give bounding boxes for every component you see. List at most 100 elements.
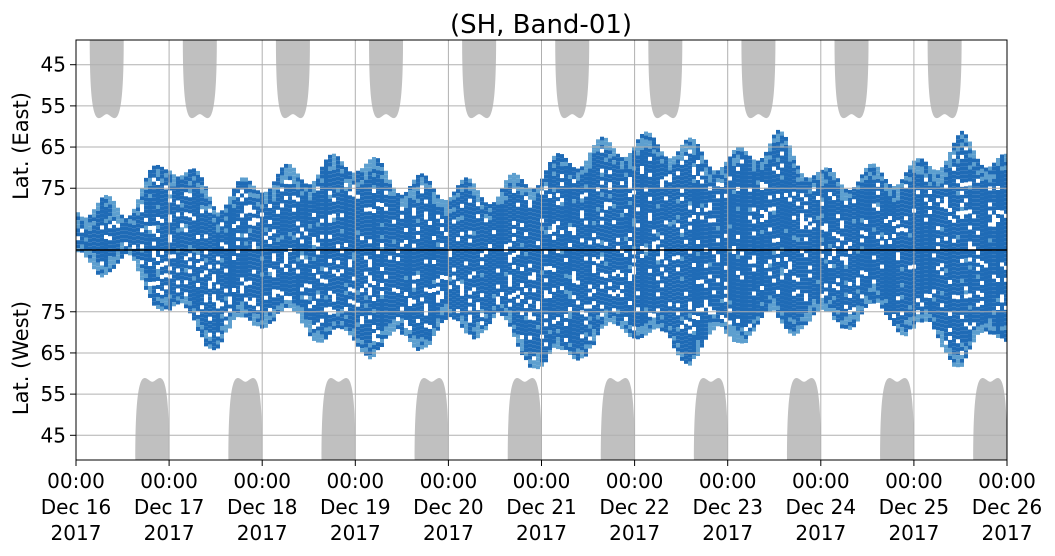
echo-cell (408, 234, 412, 239)
echo-cell (416, 334, 420, 339)
echo-cell (428, 208, 432, 213)
echo-cell (528, 271, 532, 276)
echo-cell (356, 322, 360, 327)
echo-cell (292, 259, 296, 264)
echo-cell (644, 319, 648, 324)
echo-cell (200, 225, 204, 230)
echo-cell (456, 189, 460, 194)
echo-cell (320, 250, 324, 255)
echo-cell (556, 157, 560, 162)
echo-cell (596, 299, 600, 304)
echo-cell (628, 205, 632, 210)
echo-cell (436, 250, 440, 255)
echo-cell (352, 256, 356, 261)
echo-cell (104, 258, 108, 263)
echo-cell (104, 242, 108, 247)
echo-cell (256, 282, 260, 287)
echo-cell (456, 221, 460, 226)
echo-cell (652, 177, 656, 182)
echo-cell (476, 250, 480, 255)
echo-cell (516, 318, 520, 323)
echo-cell (620, 281, 624, 286)
echo-cell (400, 270, 404, 275)
echo-cell (392, 275, 396, 280)
echo-cell (600, 140, 604, 145)
echo-cell (524, 252, 528, 257)
echo-cell (460, 179, 464, 184)
echo-cell (464, 317, 468, 322)
echo-cell (456, 197, 460, 202)
echo-cell (528, 207, 532, 212)
echo-cell (408, 306, 412, 311)
echo-cell (232, 280, 236, 285)
echo-cell (508, 310, 512, 315)
echo-cell (476, 230, 480, 235)
echo-cell (504, 184, 508, 189)
echo-cell (516, 198, 520, 203)
echo-cell (432, 240, 436, 245)
echo-cell (380, 335, 384, 340)
echo-cell (564, 169, 568, 174)
echo-cell (92, 265, 96, 270)
echo-cell (672, 224, 676, 229)
echo-cell (132, 252, 136, 257)
echo-cell (472, 315, 476, 320)
echo-cell (548, 282, 552, 287)
echo-cell (532, 332, 536, 337)
echo-cell (252, 185, 256, 190)
echo-cell (484, 230, 488, 235)
echo-cell (412, 227, 416, 232)
echo-cell (304, 307, 308, 312)
echo-cell (468, 202, 472, 207)
echo-cell (596, 251, 600, 256)
echo-cell (144, 177, 148, 182)
echo-cell (188, 221, 192, 226)
echo-cell (152, 289, 156, 294)
echo-cell (380, 187, 384, 192)
echo-cell (444, 215, 448, 220)
echo-cell (648, 160, 652, 165)
echo-cell (604, 277, 608, 282)
echo-cell (632, 242, 636, 247)
echo-cell (172, 218, 176, 223)
echo-cell (428, 180, 432, 185)
echo-cell (200, 333, 204, 338)
echo-cell (360, 336, 364, 341)
echo-cell (380, 171, 384, 176)
echo-cell (104, 198, 108, 203)
echo-cell (604, 169, 608, 174)
echo-cell (484, 322, 488, 327)
echo-cell (424, 283, 428, 288)
echo-cell (216, 324, 220, 329)
echo-cell (228, 220, 232, 225)
echo-cell (580, 270, 584, 275)
echo-cell (604, 249, 608, 254)
echo-cell (332, 201, 336, 206)
echo-cell (348, 315, 352, 320)
echo-cell (532, 308, 536, 313)
echo-cell (660, 175, 664, 180)
echo-cell (216, 344, 220, 349)
echo-cell (584, 244, 588, 249)
echo-cell (476, 246, 480, 251)
echo-cell (172, 278, 176, 283)
echo-cell (632, 170, 636, 175)
echo-cell (100, 213, 104, 218)
echo-cell (516, 338, 520, 343)
echo-cell (204, 274, 208, 279)
echo-cell (536, 341, 540, 346)
echo-cell (160, 222, 164, 227)
echo-cell (444, 219, 448, 224)
echo-cell (344, 178, 348, 183)
echo-cell (284, 163, 288, 168)
echo-cell (360, 200, 364, 205)
echo-cell (276, 301, 280, 306)
echo-cell (512, 256, 516, 261)
echo-cell (368, 295, 372, 300)
echo-cell (592, 321, 596, 326)
echo-cell (440, 279, 444, 284)
echo-cell (564, 213, 568, 218)
echo-cell (572, 339, 576, 344)
echo-cell (168, 298, 172, 303)
echo-cell (436, 226, 440, 231)
